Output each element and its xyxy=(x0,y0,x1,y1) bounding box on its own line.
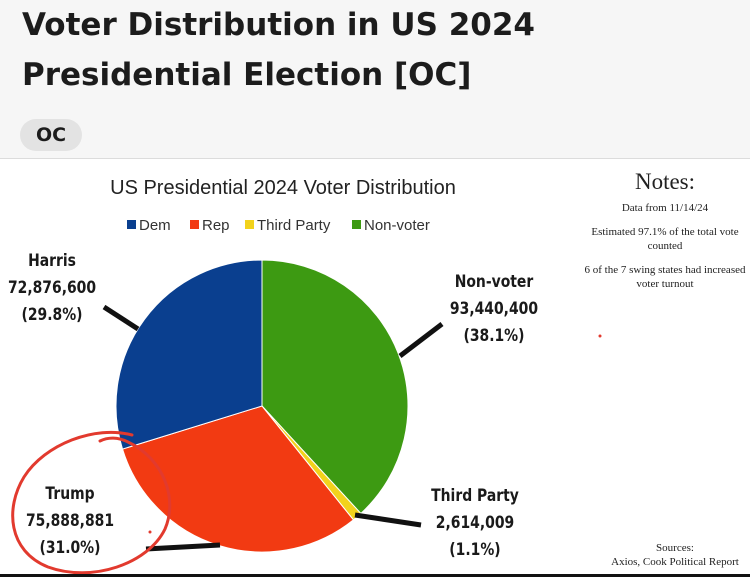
slice-label-trump-name: Trump xyxy=(45,484,94,504)
legend-label-rep: Rep xyxy=(202,217,230,234)
sources-note: Sources: Axios, Cook Political Report xyxy=(600,541,750,569)
notes-line-turnout: 6 of the 7 swing states had increased vo… xyxy=(584,264,746,290)
stray-dot xyxy=(598,334,602,338)
post-title[interactable]: Voter Distribution in US 2024 Presidenti… xyxy=(22,7,535,93)
slice-label-trump-percent: (31.0%) xyxy=(39,538,100,558)
annotation-circle xyxy=(11,430,172,575)
legend-swatch-dem xyxy=(127,220,136,229)
annotation-dot xyxy=(148,530,152,534)
pie-chart: US Presidential 2024 Voter Distribution … xyxy=(8,177,602,575)
chart-title: US Presidential 2024 Voter Distribution xyxy=(110,177,456,199)
pie-slice-harris xyxy=(115,259,263,450)
sources-label: Sources: xyxy=(656,542,694,554)
slice-label-harris-name: Harris xyxy=(28,251,76,271)
leader-line-non-voter xyxy=(398,322,444,358)
slice-label-third-party-name: Third Party xyxy=(431,486,519,506)
pie-slice-non-voter xyxy=(261,259,409,515)
legend-item-rep: Rep xyxy=(190,217,230,234)
legend-label-dem: Dem xyxy=(139,217,171,234)
legend-item-third-party: Third Party xyxy=(245,217,331,234)
notes-line-date: Data from 11/14/24 xyxy=(621,202,709,214)
legend-swatch-third-party xyxy=(245,220,254,229)
pie-slices xyxy=(115,259,409,553)
slice-label-third-party-percent: (1.1%) xyxy=(449,540,500,560)
leader-line-third-party xyxy=(354,512,422,528)
slice-label-third-party-value: 2,614,009 xyxy=(436,513,514,533)
notes-panel: Notes: Data from 11/14/24 Estimated 97.1… xyxy=(580,169,750,301)
notes-heading: Notes: xyxy=(634,169,696,194)
chart-legend: Dem Rep Third Party Non-voter xyxy=(127,217,430,234)
legend-swatch-rep xyxy=(190,220,199,229)
slice-label-non-voter-name: Non-voter xyxy=(455,272,534,292)
post-header: Voter Distribution in US 2024 Presidenti… xyxy=(0,0,750,158)
legend-item-non-voter: Non-voter xyxy=(352,217,430,234)
slice-labels: Non-voter 93,440,400 (38.1%) Third Party 2,6… xyxy=(8,251,538,560)
legend-label-non-voter: Non-voter xyxy=(364,217,430,234)
leader-line-harris xyxy=(102,304,140,332)
post-image[interactable]: US Presidential 2024 Voter Distribution … xyxy=(0,158,750,578)
slice-label-non-voter-value: 93,440,400 xyxy=(450,299,538,319)
slice-label-harris-value: 72,876,600 xyxy=(8,278,96,298)
slice-label-non-voter-percent: (38.1%) xyxy=(463,326,524,346)
legend-swatch-non-voter xyxy=(352,220,361,229)
label-leader-lines xyxy=(102,304,444,552)
slice-label-trump-value: 75,888,881 xyxy=(26,511,114,531)
notes-line-vote-counted: Estimated 97.1% of the total vote counte… xyxy=(591,226,739,252)
bottom-divider xyxy=(0,574,750,577)
leader-line-trump xyxy=(145,542,221,552)
hand-drawn-annotation xyxy=(11,334,602,575)
flair-badge[interactable]: OC xyxy=(20,119,82,151)
sources-text: Axios, Cook Political Report xyxy=(611,556,739,568)
slice-label-harris-percent: (29.8%) xyxy=(21,305,82,325)
legend-label-third-party: Third Party xyxy=(257,217,331,234)
legend-item-dem: Dem xyxy=(127,217,171,234)
